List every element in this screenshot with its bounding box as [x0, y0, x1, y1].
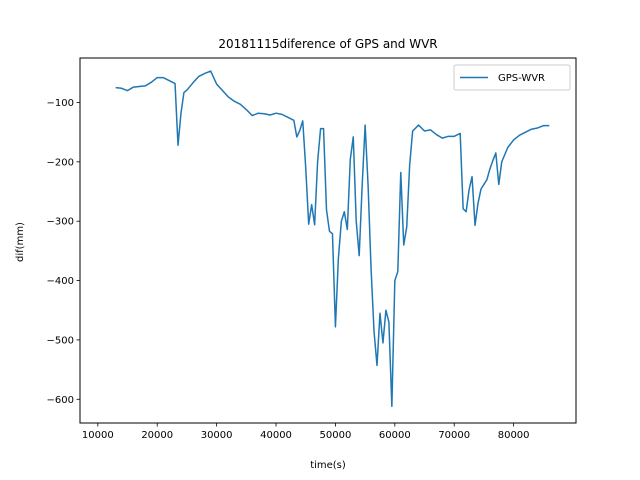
y-tick-label: −400: [47, 276, 74, 287]
x-tick-label: 30000: [201, 430, 233, 441]
x-tick-label: 70000: [438, 430, 470, 441]
chart-title: 20181115diference of GPS and WVR: [218, 37, 437, 51]
y-tick-label: −600: [47, 395, 74, 406]
x-axis-ticks: 10000 20000 30000 40000 50000 60000 70000 80000: [82, 423, 530, 441]
legend-box: [453, 64, 571, 91]
legend-label: GPS-WVR: [498, 73, 545, 84]
y-tick-label: −500: [47, 335, 74, 346]
x-tick-label: 40000: [260, 430, 292, 441]
y-axis-label: dif(mm): [15, 222, 26, 262]
y-tick-label: −200: [47, 157, 74, 168]
plot-area: [115, 70, 550, 408]
x-tick-label: 60000: [379, 430, 411, 441]
x-tick-label: 10000: [82, 430, 114, 441]
x-axis-label: time(s): [310, 460, 346, 471]
x-tick-label: 50000: [320, 430, 352, 441]
y-tick-label: −300: [47, 217, 74, 228]
axes-frame: [79, 57, 577, 424]
x-tick-label: 80000: [498, 430, 530, 441]
legend: GPS-WVR: [453, 64, 571, 91]
series-line-gps-wvr: [115, 70, 550, 408]
x-tick-label: 20000: [141, 430, 173, 441]
y-axis-ticks: −600 −500 −400 −300 −200 −100: [47, 98, 80, 406]
y-tick-label: −100: [47, 98, 74, 109]
